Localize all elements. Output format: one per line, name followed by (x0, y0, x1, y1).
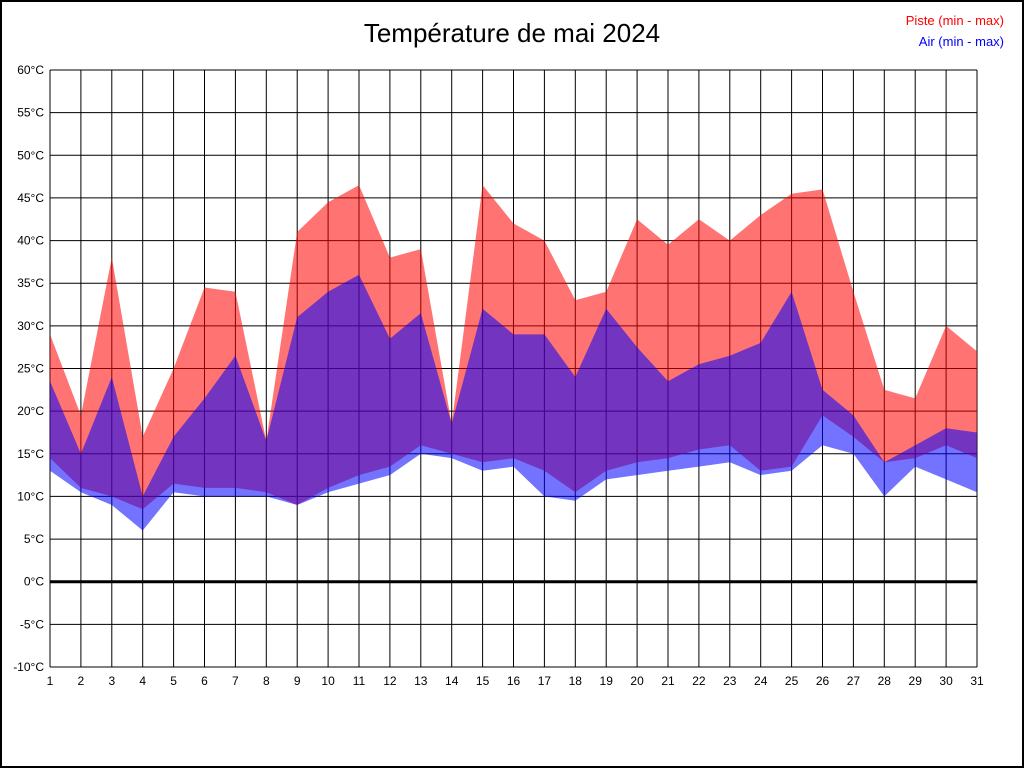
y-tick-label: 20°C (17, 404, 44, 418)
x-tick-label: 29 (909, 674, 923, 688)
x-tick-label: 22 (692, 674, 706, 688)
y-tick-label: 45°C (17, 191, 44, 205)
y-axis-labels: -10°C -5°C 0°C 5°C 10°C 15°C 20°C 25°C 30°C 35°C 4… (13, 63, 44, 674)
x-tick-label: 15 (476, 674, 490, 688)
x-tick-label: 20 (630, 674, 644, 688)
x-tick-label: 19 (600, 674, 614, 688)
x-tick-label: 11 (353, 674, 366, 688)
y-tick-label: 40°C (17, 234, 44, 248)
y-tick-label: 5°C (24, 532, 44, 546)
y-tick-label: 15°C (17, 447, 44, 461)
x-tick-label: 2 (78, 674, 85, 688)
x-tick-label: 6 (201, 674, 208, 688)
x-tick-label: 31 (970, 674, 984, 688)
y-tick-label: 55°C (17, 106, 44, 120)
x-tick-label: 25 (785, 674, 799, 688)
x-tick-label: 30 (939, 674, 953, 688)
x-tick-label: 28 (878, 674, 892, 688)
y-tick-label: 50°C (17, 148, 44, 162)
x-tick-label: 24 (754, 674, 768, 688)
chart-title: Température de mai 2024 (363, 18, 661, 48)
x-tick-label: 18 (569, 674, 583, 688)
x-tick-label: 1 (47, 674, 54, 688)
x-tick-label: 4 (139, 674, 146, 688)
x-tick-label: 13 (414, 674, 428, 688)
x-tick-label: 10 (321, 674, 335, 688)
x-tick-label: 12 (383, 674, 397, 688)
x-tick-label: 16 (507, 674, 521, 688)
y-tick-label: 30°C (17, 319, 44, 333)
x-tick-label: 8 (263, 674, 270, 688)
y-tick-label: -5°C (20, 617, 44, 631)
air-band (50, 274, 977, 531)
y-tick-label: -10°C (13, 660, 44, 674)
y-tick-label: 10°C (17, 489, 44, 503)
legend: Piste (min - max) Air (min - max) (906, 10, 1004, 52)
y-tick-label: 35°C (17, 276, 44, 290)
legend-air-label: Air (min - max) (918, 34, 1004, 49)
x-tick-label: 14 (445, 674, 459, 688)
x-tick-label: 23 (723, 674, 737, 688)
x-tick-label: 7 (232, 674, 239, 688)
y-tick-label: 60°C (17, 63, 44, 77)
x-tick-label: 17 (538, 674, 552, 688)
y-tick-label: 25°C (17, 362, 44, 376)
x-tick-label: 3 (108, 674, 115, 688)
x-axis-labels: 1 2 3 4 5 6 7 8 9 10 11 12 13 14 15 16 17 18 19 20 21 22 23 24 2… (47, 674, 984, 688)
x-tick-label: 5 (170, 674, 177, 688)
x-tick-label: 27 (847, 674, 861, 688)
x-tick-label: 26 (816, 674, 830, 688)
y-tick-label: 0°C (24, 575, 44, 589)
x-tick-label: 21 (661, 674, 675, 688)
x-tick-label: 9 (294, 674, 301, 688)
legend-piste-label: Piste (min - max) (905, 13, 1004, 28)
